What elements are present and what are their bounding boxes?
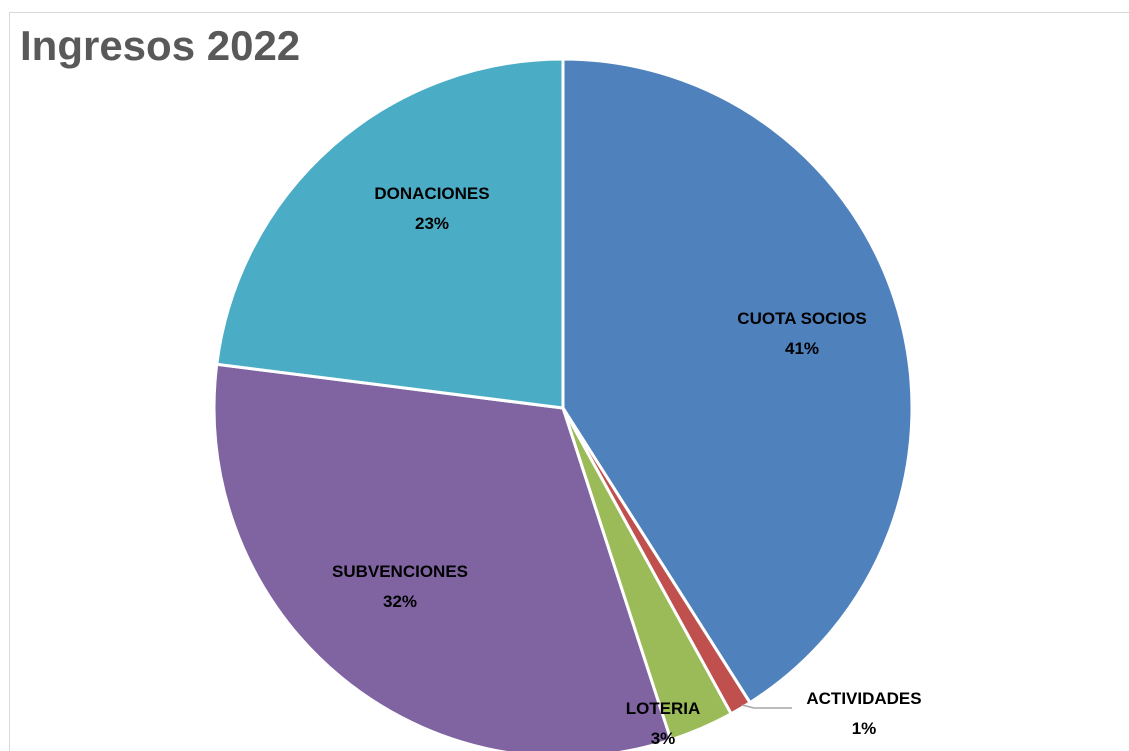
pie-slice-subvenciones [212,362,673,751]
pie-slice-cuota-socios [561,57,914,705]
data-label-subvenciones-percent: 32% [383,592,417,611]
data-label-donaciones-name: DONACIONES [374,184,489,203]
leader-line-actividades [741,704,792,709]
data-label-donaciones-percent: 23% [415,214,449,233]
data-label-actividades-name: ACTIVIDADES [806,689,921,708]
data-label-actividades-percent: 1% [852,719,877,738]
pie-slices [212,57,914,751]
chart-frame [9,12,1129,751]
data-label-loteria-name: LOTERIA [626,699,701,718]
data-label-loteria-percent: 3% [651,729,676,748]
data-label-cuota-socios-percent: 41% [785,339,819,358]
data-label-subvenciones-name: SUBVENCIONES [332,562,468,581]
pie-slice-donaciones [215,57,565,410]
chart-title: Ingresos 2022 [20,22,301,69]
data-label-cuota-socios-name: CUOTA SOCIOS [737,309,866,328]
